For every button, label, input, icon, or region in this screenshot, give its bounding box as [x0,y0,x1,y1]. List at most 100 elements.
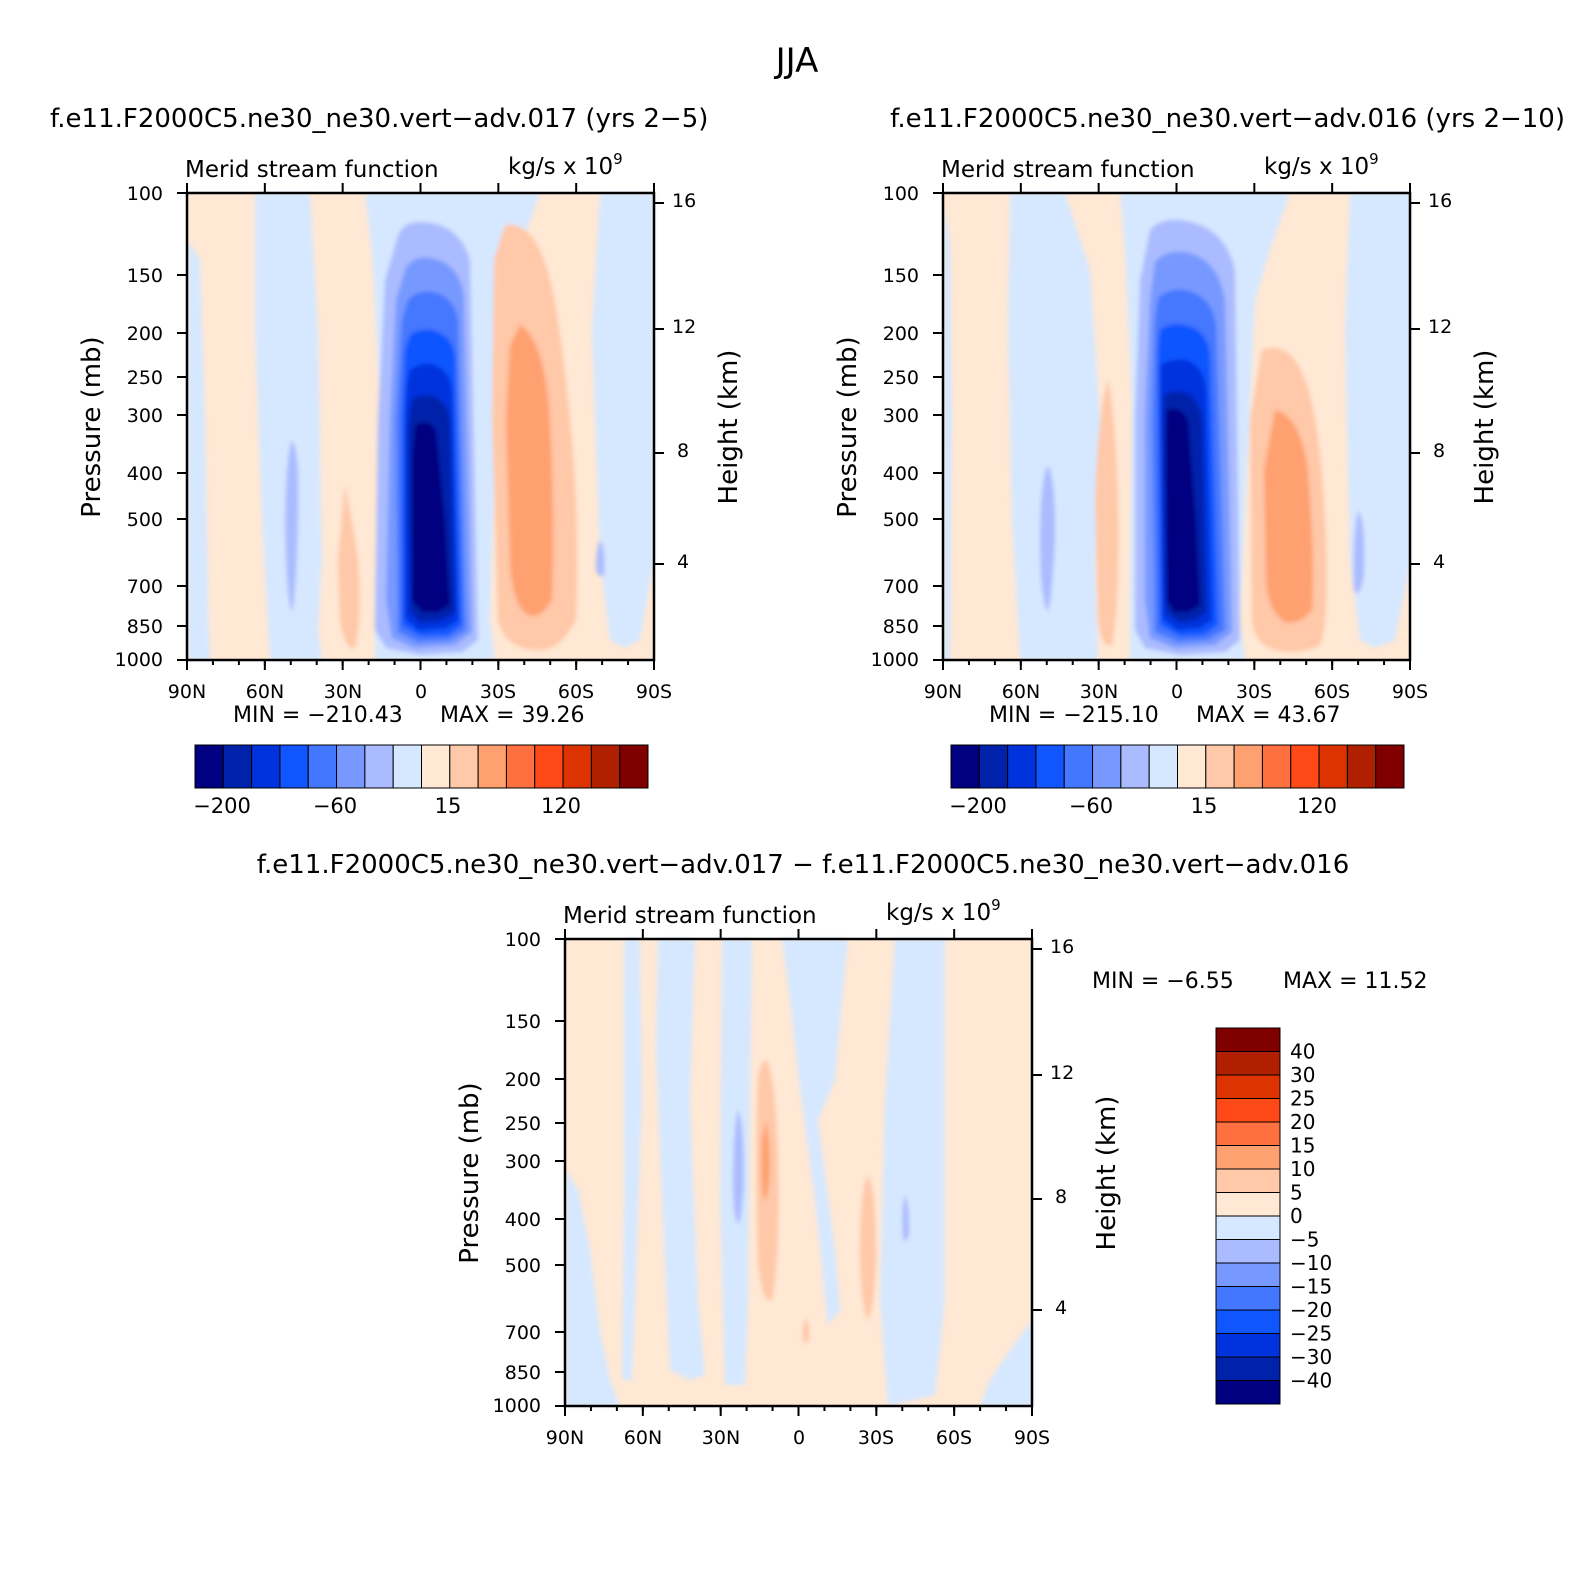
panel-3-ytick-300: 300 [505,1151,541,1173]
panel-2-colorbar-swatch [1035,744,1065,789]
panel-3-y2-ticks: 16 12 8 4 [1050,936,1074,1319]
panel-2-title: f.e11.F2000C5.ne30_ne30.vert−adv.016 (yr… [890,104,1565,134]
panel-3-ytick-200: 200 [505,1069,541,1091]
panel-1-ylabel: Pressure (mb) [77,336,107,517]
panel-3-units-exp: 9 [991,896,1001,914]
panel-3-cbar-label: −5 [1290,1228,1319,1252]
panel-3-colorbar-swatch [1215,1051,1281,1076]
panel-1-ytick-1000: 1000 [115,649,163,671]
panel-2-region-pos-c [1095,380,1119,646]
panel-1-ytick-500: 500 [127,509,163,531]
panel-1-ytick-850: 850 [127,616,163,638]
panel-1-units-text: kg/s x 10 [508,154,613,180]
panel-1-ytick-150: 150 [127,265,163,287]
panel-3-region-neg-f [880,939,945,1406]
panel-3-xtick-30n: 30N [702,1427,740,1449]
panel-1-max-label: MAX = 39.26 [440,703,585,728]
panel-1-colorbar-swatch [222,744,253,789]
panel-1-y2-ticks: 16 12 8 4 [672,190,696,573]
panel-3-cbar-label: 25 [1290,1087,1315,1111]
panel-1-ytick-100: 100 [127,183,163,205]
panel-1-colorbar-swatch [534,744,564,789]
panel-1-xtick-0: 0 [415,681,427,703]
panel-3-cbar-label: 15 [1290,1134,1315,1158]
panel-3-xtick-60s: 60S [936,1427,972,1449]
panel-3-y2tick-8: 8 [1055,1186,1067,1208]
panel-3-contours [566,939,1032,1406]
panel-3-ytick-500: 500 [505,1255,541,1277]
panel-2-xtick-90n: 90N [924,681,962,703]
panel-1-y-ticks: 100 150 200 250 300 400 500 700 850 1000 [115,183,163,671]
panel-3-colorbar-swatch [1215,1168,1281,1193]
panel-2-contours [944,193,1410,660]
panel-2-y2tick-16: 16 [1428,190,1452,212]
panel-2-region-main-8 [1165,408,1200,612]
panel-1-region-pos-b [506,325,554,616]
panel-1-colorbar-swatch [449,744,479,789]
panel-3-cbar-label: −10 [1290,1251,1332,1275]
panel-1-y2label: Height (km) [714,350,744,505]
panel-2-cbar-label-1: −60 [1069,794,1113,818]
panel-1-contours [188,193,654,660]
panel-3-ytick-150: 150 [505,1011,541,1033]
panel-2-ytick-400: 400 [883,463,919,485]
panel-2-colorbar-swatch [1346,744,1377,789]
panel-3-cbar-label: 40 [1290,1040,1315,1064]
panel-3-region-pos-c [860,1175,876,1320]
panel-3-colorbar-swatch [1215,1333,1281,1358]
panel-2-region-neg-c [1040,465,1056,612]
panel-2-y-ticks: 100 150 200 250 300 400 500 700 850 1000 [871,183,919,671]
panel-2-colorbar-swatch [1092,744,1122,789]
panel-1-plot-area [177,183,664,670]
panel-2-y2tick-4: 4 [1433,551,1445,573]
panel-3-cbar-label: −15 [1290,1275,1332,1299]
panel-1-y2tick-8: 8 [677,440,689,462]
panel-2-region-neg-a [1008,193,1100,660]
panel-1-colorbar-swatch [392,744,423,789]
panel-1-xtick-60s: 60S [558,681,594,703]
panel-3-ytick-250: 250 [505,1113,541,1135]
panel-2-xtick-30n: 30N [1080,681,1118,703]
panel-3-region-neg-i [902,1195,910,1241]
panel-1-cbar-label-2: 15 [435,794,462,818]
panel-3-y-ticks: 100 150 200 250 300 400 500 700 850 1000 [493,929,541,1417]
panel-1-units-exp: 9 [613,150,623,168]
panel-2-y2tick-12: 12 [1428,316,1452,338]
panel-2-xtick-30s: 30S [1236,681,1272,703]
panel-2-ytick-1000: 1000 [871,649,919,671]
panel-3-subtitle: Merid stream function [563,903,817,929]
panel-1-xtick-30n: 30N [324,681,362,703]
panel-1-x-ticks: 90N 60N 30N 0 30S 60S 90S [168,681,672,703]
panel-1-colorbar-swatch [336,744,366,789]
panel-3-colorbar-swatch [1215,1380,1281,1405]
panel-3-ytick-700: 700 [505,1322,541,1344]
panel-3-colorbar-swatch [1215,1356,1281,1381]
panel-3-region-neg-c [656,939,705,1380]
panel-1-y2tick-4: 4 [677,551,689,573]
panel-2-ytick-850: 850 [883,616,919,638]
panel-3-ytick-850: 850 [505,1362,541,1384]
panel-1: f.e11.F2000C5.ne30_ne30.vert−adv.017 (yr… [50,104,744,818]
panel-1-colorbar-swatch [477,744,507,789]
panel-3-ytick-100: 100 [505,929,541,951]
panel-2-ytick-250: 250 [883,367,919,389]
panel-2-colorbar-swatch [1120,744,1150,789]
panel-2-colorbar-swatch [1063,744,1094,789]
panel-2-colorbar-swatch [950,744,980,789]
panel-3-y2tick-12: 12 [1050,1062,1074,1084]
panel-1-ytick-300: 300 [127,405,163,427]
panel-1-ytick-200: 200 [127,323,163,345]
panel-3-x-ticks: 90N 60N 30N 0 30S 60S 90S [546,1427,1050,1449]
panel-3-cbar-label: 30 [1290,1063,1315,1087]
panel-2-ytick-700: 700 [883,576,919,598]
panel-1-y2tick-12: 12 [672,316,696,338]
panel-2-colorbar-swatch [1233,744,1263,789]
panel-3: f.e11.F2000C5.ne30_ne30.vert−adv.017 − f… [257,850,1428,1449]
panel-3-colorbar-swatch [1215,1121,1281,1146]
panel-1-xtick-60n: 60N [246,681,284,703]
panel-1-ytick-700: 700 [127,576,163,598]
panel-3-colorbar-swatch [1215,1074,1281,1099]
panel-2-ytick-100: 100 [883,183,919,205]
panel-3-colorbar [1215,1027,1281,1405]
